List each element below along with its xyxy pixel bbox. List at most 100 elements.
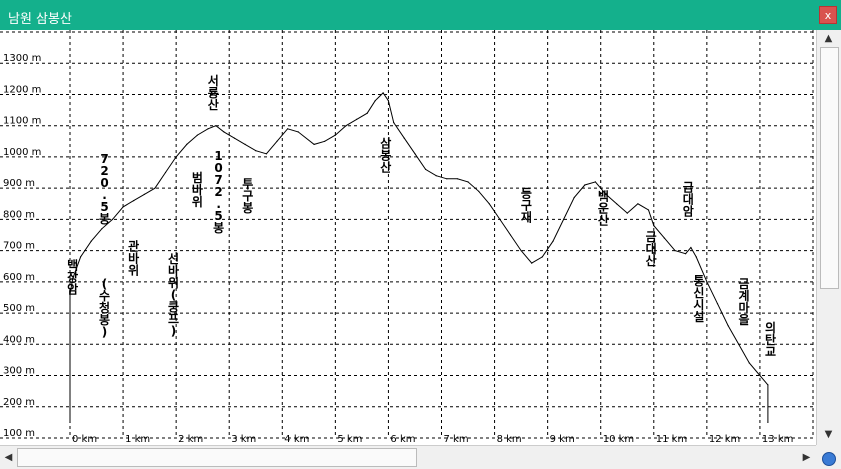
y-tick-label: 700 m bbox=[3, 241, 35, 252]
elevation-point bbox=[488, 203, 490, 205]
x-tick-label: 11 km bbox=[656, 434, 687, 445]
x-tick-label: 4 km bbox=[284, 434, 309, 445]
x-tick-label: 7 km bbox=[444, 434, 469, 445]
x-tick-label: 12 km bbox=[709, 434, 740, 445]
elevation-profile-line bbox=[69, 92, 769, 423]
elevation-point bbox=[175, 156, 177, 158]
elevation-point bbox=[111, 218, 114, 220]
elevation-point bbox=[345, 125, 347, 127]
elevation-point bbox=[207, 128, 209, 130]
waypoint-label: 선 바 위(쿵 프) bbox=[168, 251, 179, 338]
y-tick-label: 1400 m bbox=[3, 30, 41, 33]
elevation-point bbox=[255, 150, 257, 152]
elevation-point bbox=[196, 134, 198, 136]
x-tick-label: 1 km bbox=[125, 434, 150, 445]
elevation-point bbox=[541, 256, 543, 258]
elevation-point bbox=[767, 384, 769, 386]
elevation-point bbox=[334, 134, 336, 136]
y-tick-label: 1300 m bbox=[3, 53, 41, 64]
elevation-point bbox=[685, 253, 687, 255]
elevation-point bbox=[69, 421, 71, 423]
elevation-point bbox=[186, 143, 188, 145]
horizontal-scrollbar[interactable]: ◀ ▶ bbox=[0, 445, 816, 469]
elevation-chart-area: 100 m 200 m 300 m 400 m 500 m 600 m 700 m 800 m… bbox=[0, 22, 841, 445]
elevation-point bbox=[759, 374, 761, 377]
y-tick-label: 1000 m bbox=[3, 147, 41, 158]
elevation-point bbox=[393, 122, 395, 124]
elevation-point bbox=[133, 200, 135, 202]
elevation-point bbox=[90, 240, 92, 242]
elevation-point bbox=[265, 153, 267, 155]
elevation-point bbox=[520, 250, 522, 252]
scroll-up-arrow-icon[interactable]: ▲ bbox=[820, 30, 837, 47]
elevation-point bbox=[584, 184, 586, 186]
elevation-point bbox=[499, 218, 501, 220]
y-tick-label: 1200 m bbox=[3, 84, 41, 95]
elevation-profile-chart: 100 m 200 m 300 m 400 m 500 m 600 m 700 m 800 m… bbox=[0, 22, 841, 445]
y-tick-label: 100 m bbox=[3, 428, 35, 439]
elevation-point bbox=[324, 140, 326, 142]
elevation-point bbox=[573, 196, 575, 199]
elevation-point bbox=[467, 181, 469, 183]
elevation-point bbox=[552, 240, 554, 242]
x-tick-label: 6 km bbox=[390, 434, 415, 445]
elevation-point bbox=[727, 325, 729, 327]
elevation-point bbox=[695, 256, 697, 258]
elevation-point bbox=[244, 143, 246, 145]
x-tick-label: 5 km bbox=[337, 434, 362, 445]
x-tick-label: 0 km bbox=[72, 434, 97, 445]
elevation-point bbox=[387, 100, 389, 102]
elevation-point bbox=[72, 278, 74, 280]
elevation-point bbox=[356, 118, 358, 120]
elevation-point bbox=[531, 262, 533, 264]
elevation-point bbox=[446, 178, 448, 180]
elevation-point bbox=[80, 256, 82, 258]
elevation-point bbox=[215, 125, 217, 127]
elevation-point bbox=[594, 181, 597, 183]
elevation-point bbox=[143, 193, 145, 195]
elevation-point bbox=[276, 140, 278, 142]
elevation-point bbox=[366, 112, 368, 114]
x-tick-label: 8 km bbox=[497, 434, 522, 445]
y-tick-label: 400 m bbox=[3, 334, 35, 345]
y-tick-label: 900 m bbox=[3, 178, 35, 189]
x-tick-label: 3 km bbox=[231, 434, 256, 445]
scroll-right-arrow-icon[interactable]: ▶ bbox=[798, 449, 815, 466]
elevation-point bbox=[738, 343, 740, 345]
vertical-scrollbar[interactable]: ▲ ▼ bbox=[816, 30, 841, 445]
vertical-scroll-thumb[interactable] bbox=[820, 47, 839, 289]
elevation-point bbox=[287, 128, 289, 130]
elevation-point bbox=[605, 193, 607, 195]
scroll-down-arrow-icon[interactable]: ▼ bbox=[820, 426, 837, 443]
title-bar: 남원 삼봉산 x bbox=[0, 0, 841, 30]
x-tick-label: 9 km bbox=[550, 434, 575, 445]
elevation-point bbox=[425, 168, 427, 170]
elevation-point bbox=[663, 237, 666, 239]
elevation-point bbox=[297, 131, 299, 133]
y-tick-label: 200 m bbox=[3, 397, 35, 408]
elevation-point bbox=[313, 143, 315, 145]
scroll-left-arrow-icon[interactable]: ◀ bbox=[0, 449, 17, 466]
elevation-point bbox=[164, 171, 167, 174]
elevation-point bbox=[509, 234, 512, 236]
y-tick-label: 600 m bbox=[3, 272, 35, 283]
elevation-point bbox=[403, 137, 405, 139]
elevation-point bbox=[748, 362, 750, 364]
horizontal-scroll-thumb[interactable] bbox=[17, 448, 417, 467]
elevation-point bbox=[653, 225, 655, 227]
elevation-point bbox=[122, 206, 124, 208]
elevation-point bbox=[616, 203, 618, 205]
elevation-point bbox=[414, 153, 416, 155]
close-button[interactable]: x bbox=[819, 6, 837, 24]
x-tick-label: 2 km bbox=[178, 434, 203, 445]
